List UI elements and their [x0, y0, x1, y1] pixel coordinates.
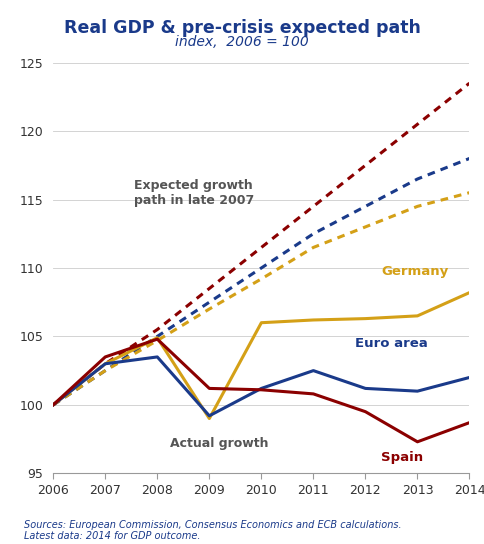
- Text: Germany: Germany: [381, 264, 448, 277]
- Text: Actual growth: Actual growth: [170, 437, 269, 450]
- Text: Euro area: Euro area: [355, 337, 428, 350]
- Text: Sources: European Commission, Consensus Economics and ECB calculations.
Latest d: Sources: European Commission, Consensus …: [24, 520, 402, 541]
- Text: Real GDP & pre-crisis expected path: Real GDP & pre-crisis expected path: [63, 19, 421, 37]
- Text: Spain: Spain: [381, 450, 423, 463]
- Text: index,  2006 = 100: index, 2006 = 100: [175, 35, 309, 50]
- Text: Expected growth
path in late 2007: Expected growth path in late 2007: [134, 178, 254, 207]
